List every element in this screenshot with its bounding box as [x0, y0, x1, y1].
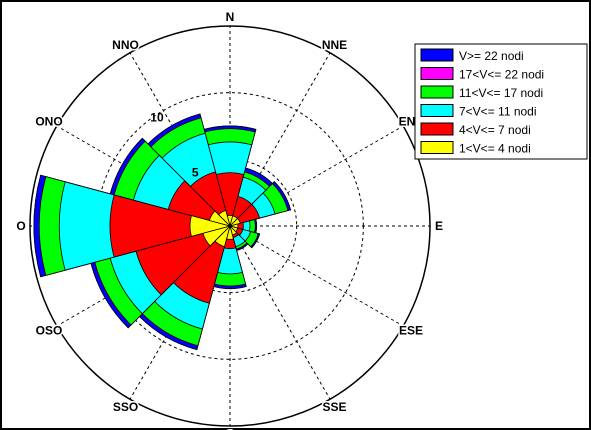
legend-swatch-v-22-nodi [420, 48, 454, 62]
rose-bars [33, 113, 292, 351]
ring-label-10: 10 [150, 111, 164, 125]
direction-label-s: S [226, 428, 234, 430]
bar-4-v-7-nodi-o [109, 194, 232, 258]
legend-label-v-22-nodi: V>= 22 nodi [459, 49, 524, 63]
legend-swatch-11-v-17-nodi [420, 85, 454, 99]
legend-swatch-7-v-11-nodi [420, 104, 454, 117]
legend-swatch-17-v-22-nodi [420, 67, 454, 80]
direction-label-e: E [435, 219, 443, 233]
legend-label-1-v-4-nodi: 1<V<= 4 nodi [459, 142, 531, 156]
direction-label-nno: NNO [112, 38, 139, 52]
direction-label-o: O [16, 219, 25, 233]
direction-label-sso: SSO [113, 400, 138, 414]
direction-labels: 510NNNEENEEESESSESSSOOSOOONONNO [15, 9, 445, 430]
legend-label-4-v-7-nodi: 4<V<= 7 nodi [459, 123, 531, 137]
legend-swatch-4-v-7-nodi [420, 122, 454, 136]
bar-1-v-4-nodi-nno [218, 210, 231, 228]
direction-label-oso: OSO [36, 324, 63, 338]
ring-label-5: 5 [192, 165, 199, 179]
legend-box [414, 43, 588, 160]
direction-label-n: N [226, 10, 235, 24]
legend: V>= 22 nodi 17<V<= 22 nodi 11<V<= 17 nodi 7… [414, 43, 588, 160]
legend-label-11-v-17-nodi: 11<V<= 17 nodi [459, 86, 543, 100]
direction-label-nne: NNE [322, 38, 347, 52]
direction-label-ono: ONO [35, 115, 62, 129]
legend-swatch-1-v-4-nodi [420, 141, 454, 154]
bar-1-v-4-nodi-ene [228, 217, 241, 227]
direction-label-ese: ESE [399, 324, 423, 338]
bar-1-v-4-nodi-ono [208, 210, 232, 227]
bar-1-v-4-nodi-o [189, 215, 232, 237]
direction-label-sse: SSE [322, 400, 346, 414]
bar-4-v-7-nodi-nno [189, 171, 231, 228]
legend-label-17-v-22-nodi: 17<V<= 22 nodi [459, 68, 544, 82]
legend-label-7-v-11-nodi: 7<V<= 11 nodi [459, 105, 537, 119]
spoke-sse [229, 225, 331, 400]
